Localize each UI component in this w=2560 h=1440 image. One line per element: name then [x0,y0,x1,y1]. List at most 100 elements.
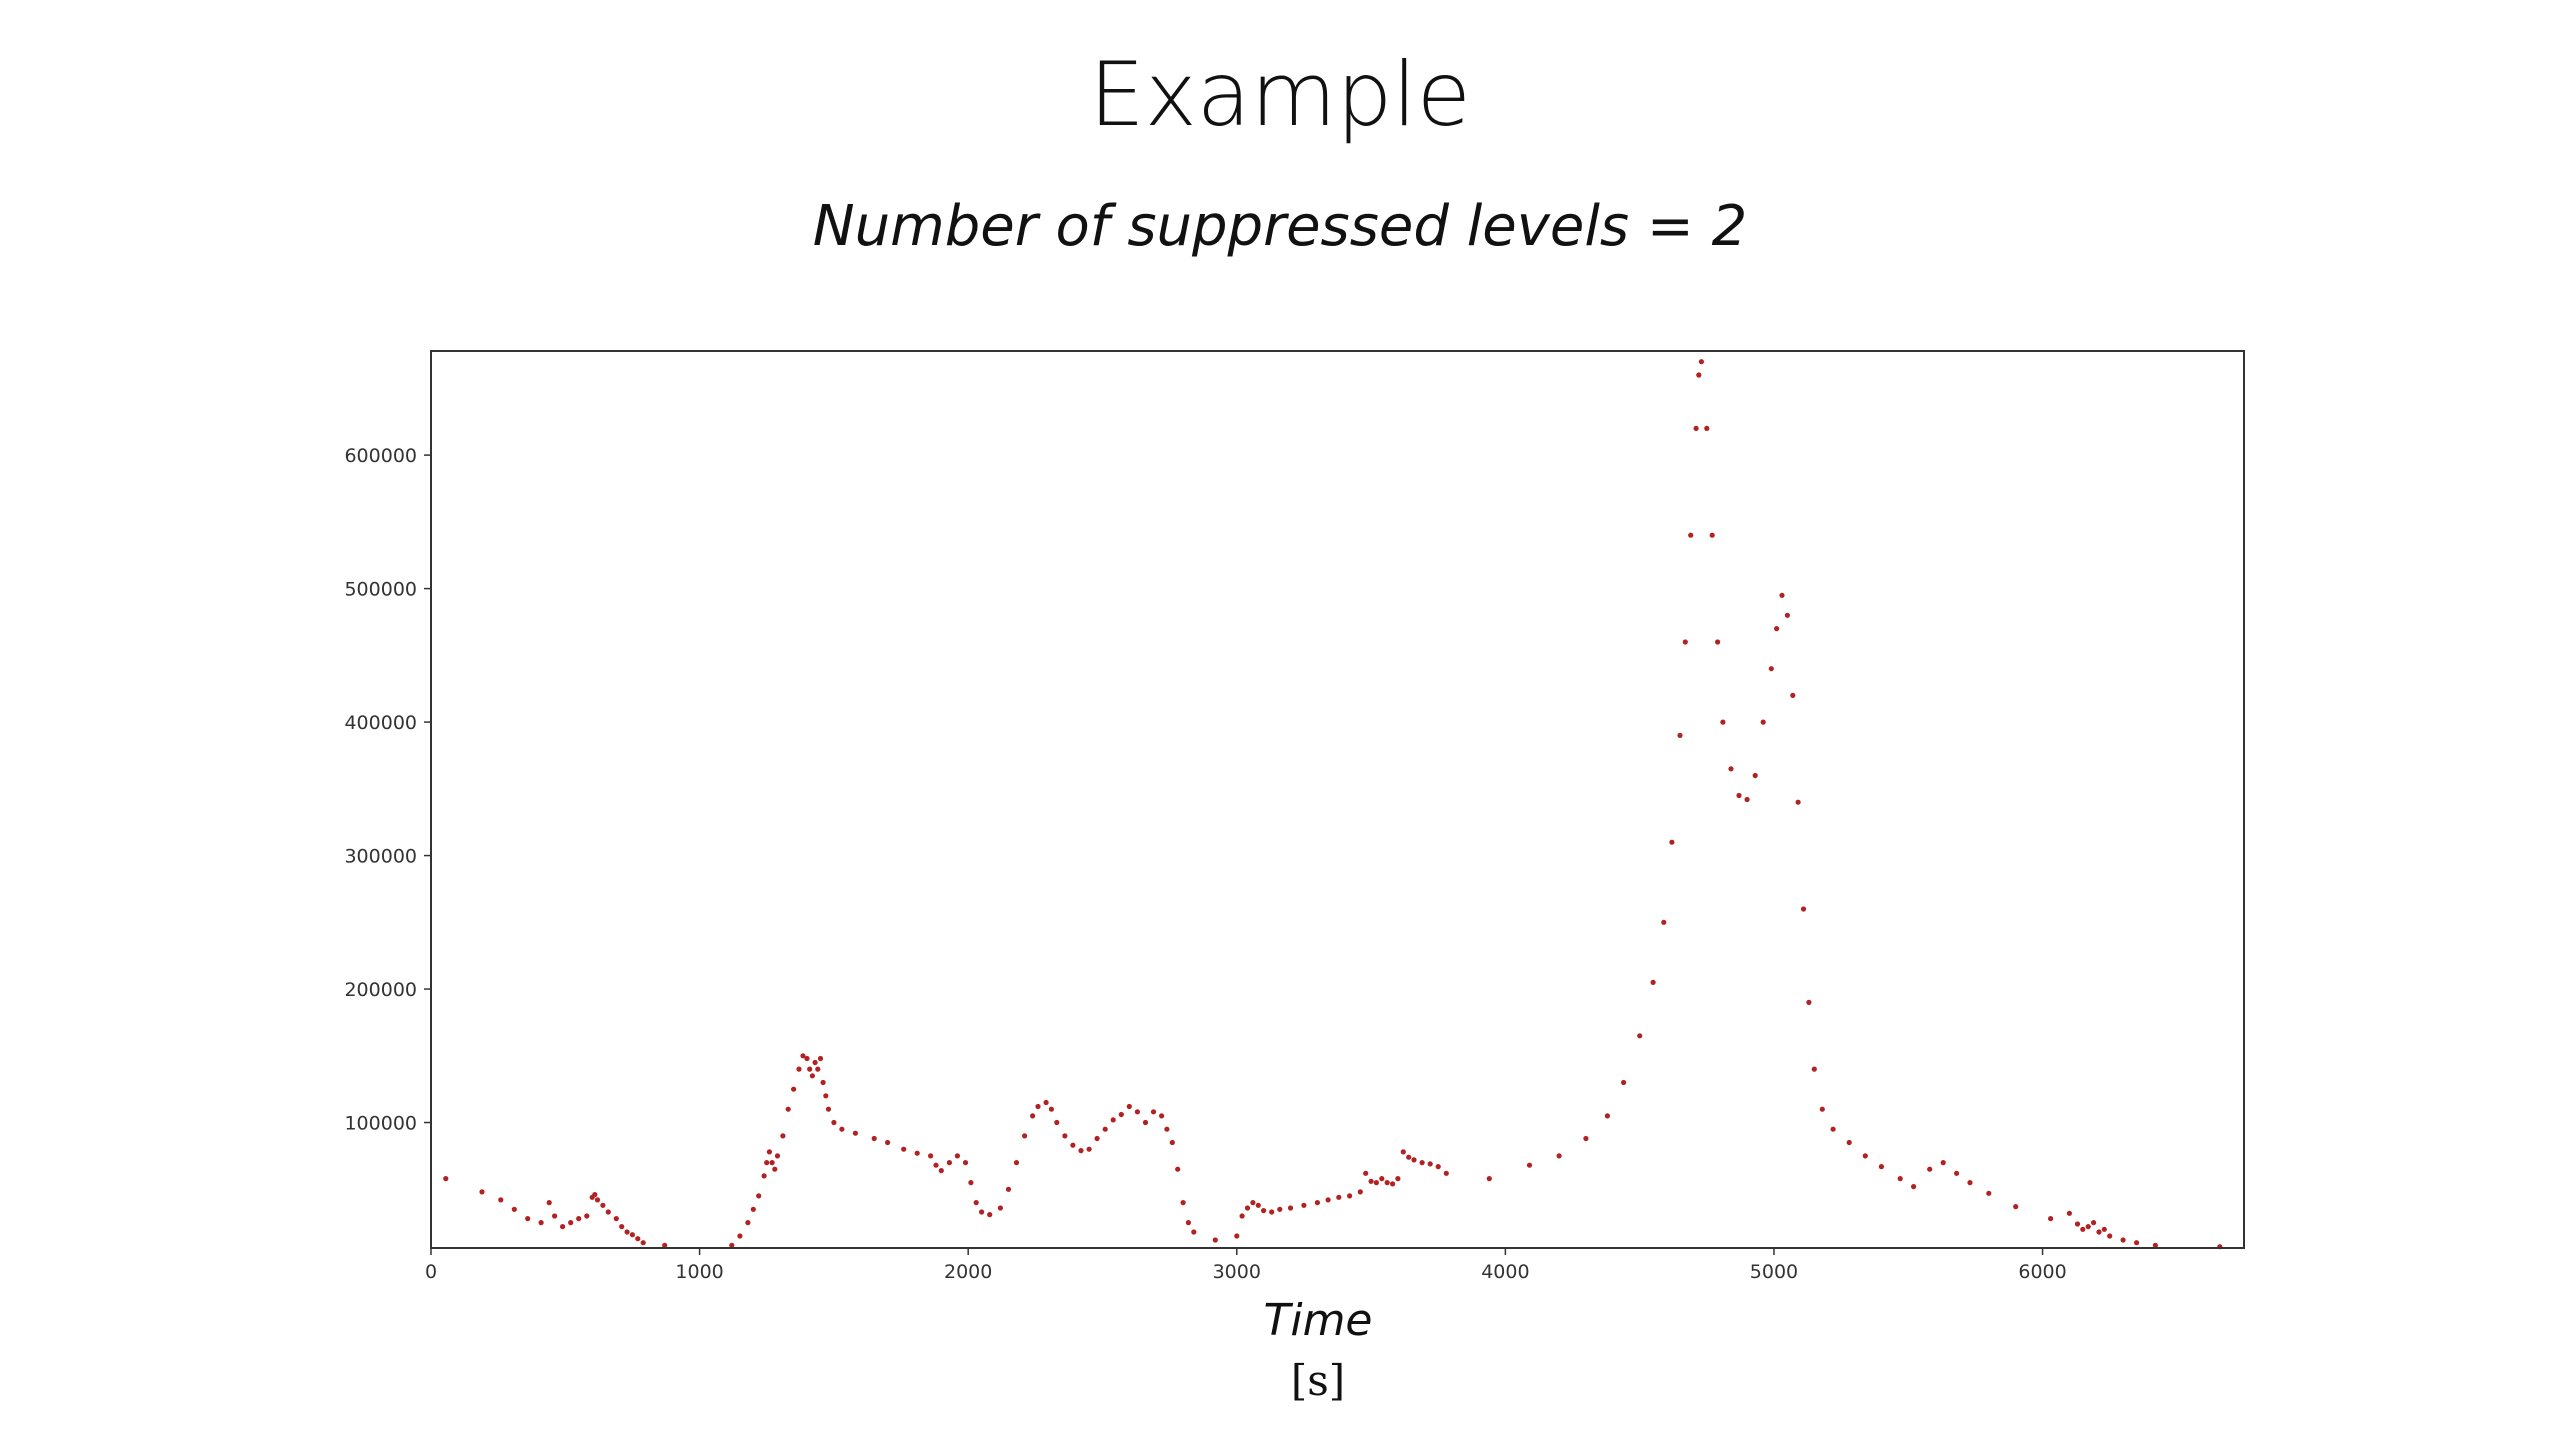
data-point [1110,1117,1116,1123]
data-point [1022,1133,1028,1139]
data-point [1239,1213,1245,1219]
data-point [871,1135,877,1142]
data-point [613,1216,619,1222]
data-points [443,359,2223,1250]
data-point [1191,1229,1197,1235]
data-point [1688,532,1694,538]
data-point [1043,1099,1049,1106]
y-tick-label: 600000 [344,445,417,467]
y-tick-label: 500000 [344,579,417,601]
data-point [1384,1180,1390,1186]
data-point [1185,1220,1191,1226]
data-point [1806,999,1812,1006]
data-point [443,1176,449,1182]
data-point [1395,1176,1401,1182]
data-point [954,1153,961,1159]
data-point [1486,1176,1492,1182]
data-point [1094,1135,1100,1142]
data-point [1134,1109,1140,1115]
data-point [809,1073,816,1079]
data-point [815,1066,821,1072]
data-point [619,1224,625,1230]
data-point [764,1160,770,1166]
data-point [1142,1119,1149,1126]
data-point [1269,1209,1275,1215]
data-point [1287,1205,1294,1211]
data-point [1736,792,1742,799]
data-point [1677,732,1683,739]
data-point [1379,1176,1385,1182]
plot-frame [430,350,2245,1249]
data-point [729,1242,735,1248]
data-point [1035,1103,1041,1110]
x-axis-ticks: 0 1000 2000 3000 4000 5000 6000 [425,1248,2067,1283]
data-point [592,1192,598,1198]
data-point [1704,425,1710,431]
data-point [584,1213,590,1219]
data-point [1159,1113,1165,1119]
data-point [1086,1146,1092,1152]
data-point [756,1193,762,1199]
data-point [1180,1200,1186,1206]
data-point [1698,359,1704,365]
data-point [823,1093,829,1099]
data-point [1604,1113,1610,1119]
data-point [1830,1126,1836,1132]
y-tick-label: 200000 [344,979,417,1001]
data-point [1357,1189,1363,1195]
data-point [1709,532,1715,538]
data-point [1911,1184,1917,1190]
data-point [800,1053,806,1059]
data-point [1261,1208,1267,1214]
data-point [1927,1166,1933,1172]
data-point [538,1220,544,1226]
data-point [817,1055,824,1062]
data-point [1336,1194,1342,1200]
data-point [635,1236,641,1242]
data-point [1790,692,1796,699]
data-point [2080,1226,2086,1232]
x-axis-label: Time [1263,1295,1372,1346]
data-point [1406,1154,1412,1160]
data-point [839,1126,845,1132]
data-point [2091,1220,2097,1226]
data-point [1363,1170,1369,1176]
data-point [1062,1133,1068,1139]
data-point [1234,1233,1240,1239]
data-point [1715,639,1721,645]
data-point [1954,1170,1960,1176]
data-point [2085,1224,2091,1230]
slide-subtitle: Number of suppressed levels = 2 [812,194,1748,259]
data-point [1811,1066,1817,1072]
data-point [1048,1106,1054,1112]
data-point [1967,1180,1973,1186]
data-point [662,1242,668,1248]
data-point [624,1229,630,1235]
data-point [785,1106,791,1112]
data-point [1728,766,1734,772]
data-point [1244,1205,1251,1211]
y-tick-label: 400000 [344,712,417,734]
data-point [576,1216,582,1222]
data-point [791,1086,797,1092]
data-point [796,1066,802,1072]
data-point [1301,1202,1307,1208]
data-point [1940,1160,1946,1166]
data-point [1054,1119,1060,1126]
data-point [1169,1139,1175,1146]
data-point [1150,1109,1157,1115]
data-point [640,1240,646,1246]
x-axis-unit: [s] [1291,1356,1345,1405]
data-point [1682,639,1688,645]
data-point [1779,592,1785,598]
data-point [914,1150,920,1156]
data-point [1314,1200,1320,1206]
data-point [1250,1200,1256,1206]
data-point [552,1213,558,1219]
data-point [979,1209,985,1215]
data-point [1760,719,1766,725]
data-point [1862,1153,1868,1159]
data-point [1744,796,1750,803]
data-point [1390,1181,1396,1187]
